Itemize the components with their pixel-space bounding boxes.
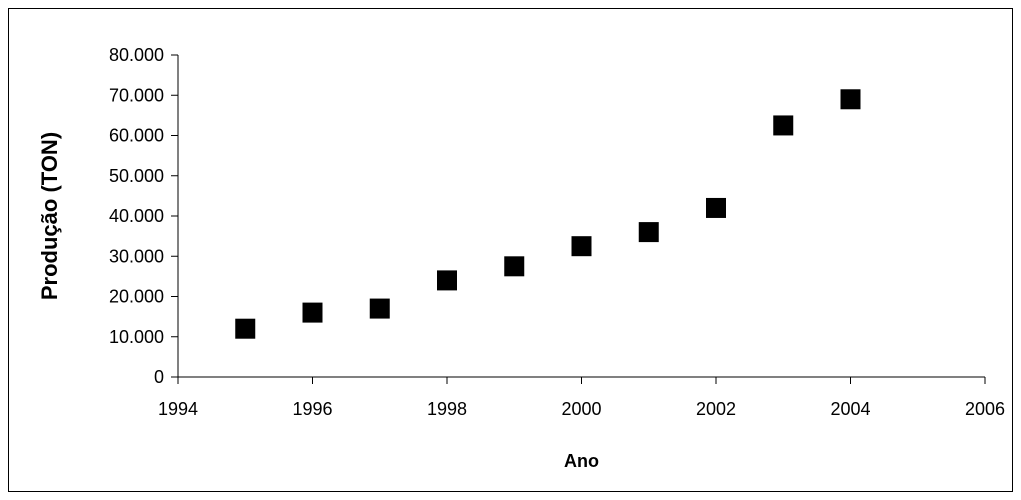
data-point (706, 197, 726, 218)
x-tick-label: 2002 (696, 399, 736, 419)
data-point (773, 115, 794, 136)
x-tick-label: 2004 (830, 399, 870, 419)
y-axis-title: Produção (TON) (37, 132, 62, 300)
y-tick-label: 80.000 (109, 45, 164, 65)
data-point (302, 302, 323, 323)
x-tick-label: 2006 (965, 399, 1005, 419)
y-tick-label: 20.000 (109, 287, 164, 307)
data-point (638, 222, 659, 243)
data-point (369, 298, 390, 319)
y-tick-label: 50.000 (109, 166, 164, 186)
chart-frame: 0 10.000 20.000 30.000 40.000 50.000 60.000 70.… (8, 8, 1013, 492)
scatter-chart: 0 10.000 20.000 30.000 40.000 50.000 60.000 70.… (37, 45, 1005, 471)
x-tick-label: 1994 (158, 399, 198, 419)
y-tick-label: 60.000 (109, 126, 164, 146)
y-tick-label: 10.000 (109, 327, 164, 347)
x-axis-title: Ano (564, 451, 599, 471)
y-axis: 0 10.000 20.000 30.000 40.000 50.000 60.000 70.… (109, 45, 179, 387)
y-tick-label: 30.000 (109, 246, 164, 266)
x-axis: 1994 1996 1998 2000 2002 2004 2006 (158, 376, 1005, 419)
x-tick-label: 1996 (292, 399, 332, 419)
data-points (235, 89, 861, 339)
y-tick-label: 70.000 (109, 85, 164, 105)
data-point (571, 236, 592, 257)
y-tick-label: 0 (154, 367, 164, 387)
x-tick-label: 1998 (427, 399, 467, 419)
data-point (504, 256, 525, 277)
x-tick-label: 2000 (561, 399, 601, 419)
y-tick-label: 40.000 (109, 206, 164, 226)
data-point (840, 89, 861, 110)
data-point (437, 270, 457, 291)
data-point (235, 318, 256, 339)
